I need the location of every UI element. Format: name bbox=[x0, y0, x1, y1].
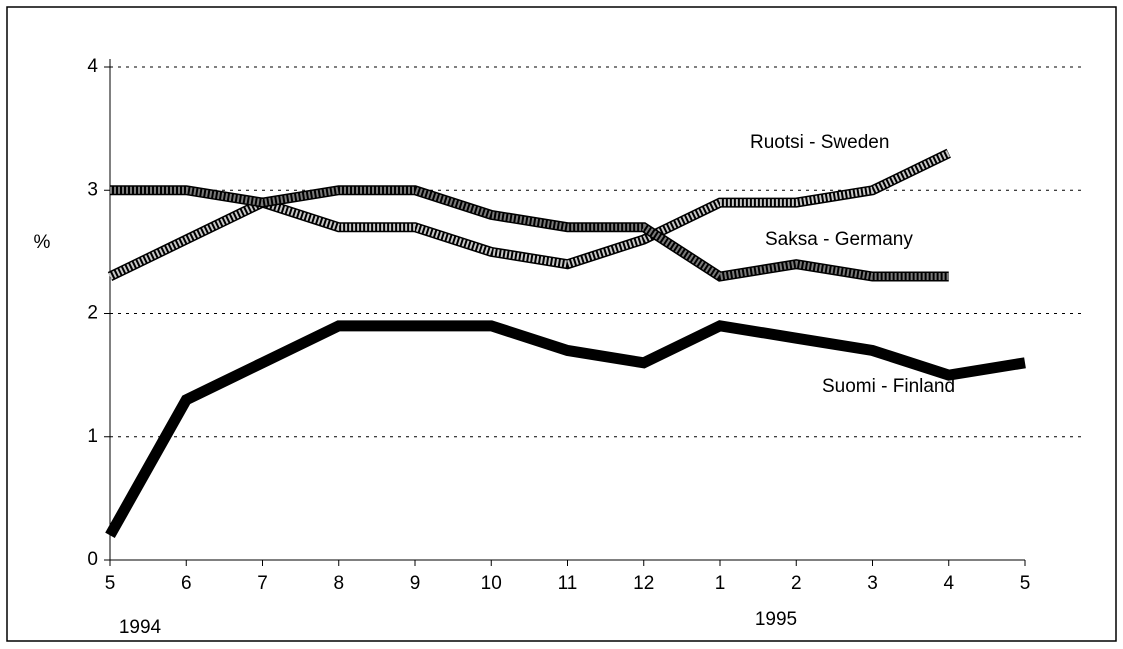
y-tick-label: 2 bbox=[87, 303, 98, 324]
x-tick-label: 1 bbox=[715, 573, 726, 594]
y-tick-label: 4 bbox=[87, 56, 98, 77]
x-tick-label: 12 bbox=[633, 573, 654, 594]
x-tick-label: 2 bbox=[791, 573, 802, 594]
series-label: Saksa - Germany bbox=[765, 229, 913, 250]
x-tick-label: 11 bbox=[558, 573, 578, 594]
frame bbox=[6, 6, 1117, 642]
x-tick-label: 7 bbox=[257, 573, 268, 594]
y-tick-label: 3 bbox=[87, 179, 98, 200]
x-tick-label: 3 bbox=[867, 573, 878, 594]
x-tick-label: 8 bbox=[333, 573, 344, 594]
y-axis-label: % bbox=[34, 232, 51, 253]
series-label: Ruotsi - Sweden bbox=[750, 132, 889, 153]
x-tick-label: 5 bbox=[105, 573, 116, 594]
y-tick-label: 1 bbox=[87, 426, 98, 447]
x-tick-label: 9 bbox=[410, 573, 421, 594]
series-line bbox=[110, 186, 949, 281]
x-tick-label: 10 bbox=[481, 573, 502, 594]
x-tick-label: 4 bbox=[943, 573, 954, 594]
year-label: 1995 bbox=[755, 609, 797, 630]
x-tick-label: 5 bbox=[1020, 573, 1031, 594]
series-line bbox=[105, 320, 1026, 539]
series-label: Suomi - Finland bbox=[822, 376, 955, 397]
x-tick-label: 6 bbox=[181, 573, 192, 594]
y-tick-label: 0 bbox=[87, 549, 98, 570]
series-line bbox=[108, 150, 951, 280]
year-label: 1994 bbox=[119, 617, 162, 638]
